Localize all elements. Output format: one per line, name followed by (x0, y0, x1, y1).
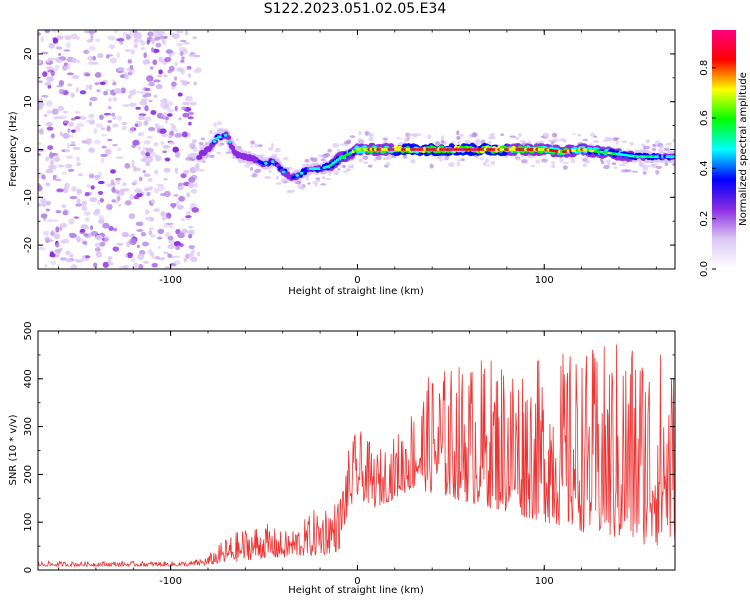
snr-y-label: SNR (10 * v/v) (8, 414, 19, 485)
colorbar-tick-label: 0.8 (699, 60, 710, 76)
snr-frame (37, 330, 676, 571)
snr-y-tick-label: 300 (23, 417, 34, 436)
snr-y-tick-label: 200 (23, 465, 34, 484)
snr-x-tick-label: 0 (354, 576, 360, 587)
snr-y-tick-label: 400 (23, 369, 34, 388)
colorbar-tick-label: 0.4 (699, 160, 710, 176)
spectrogram-y-label: Frequency (Hz) (8, 111, 19, 187)
spectrogram-x-tick-label: 0 (354, 275, 360, 286)
snr-y-tick-label: 0 (23, 567, 34, 573)
spectrogram-image (38, 30, 675, 269)
snr-series (38, 344, 675, 568)
spectrogram-y-tick-label: -20 (23, 237, 34, 253)
snr-x-label: Height of straight line (km) (288, 585, 424, 596)
spectrogram-y-tick-label: 10 (23, 95, 34, 108)
colorbar-tick-label: 0.6 (699, 110, 710, 126)
noise-speckle (38, 30, 202, 269)
snr-line (38, 344, 675, 568)
colorbar: 0.0 0.2 0.4 0.6 0.8 Normalized spectral ampl… (699, 30, 749, 277)
spectrogram-y-tick-label: 0 (23, 146, 34, 152)
ridge (195, 128, 675, 183)
snr-panel: -100 0 100 0 100 200 300 400 500 Height of strai… (8, 321, 676, 596)
colorbar-gradient (712, 30, 736, 269)
spectrogram-x-label: Height of straight line (km) (288, 286, 424, 297)
snr-x-tick-label: -100 (159, 576, 182, 587)
colorbar-tick-label: 0.0 (699, 261, 710, 277)
spectrogram-y-tick-label: -10 (23, 189, 34, 205)
snr-y-tick-label: 500 (23, 321, 34, 340)
spectrogram-x-tick-label: 100 (535, 275, 554, 286)
spectrogram-y-tick-label: 20 (23, 48, 34, 61)
snr-x-tick-label: 100 (535, 576, 554, 587)
chart-title: S122.2023.051.02.05.E34 (263, 1, 447, 17)
colorbar-label: Normalized spectral amplitude (738, 72, 749, 226)
snr-axes: -100 0 100 0 100 200 300 400 500 (23, 321, 675, 587)
spectrogram-x-tick-label: -100 (159, 275, 182, 286)
colorbar-ticks: 0.0 0.2 0.4 0.6 0.8 (699, 60, 716, 277)
snr-y-tick-label: 100 (23, 513, 34, 532)
colorbar-tick-label: 0.2 (699, 211, 710, 227)
